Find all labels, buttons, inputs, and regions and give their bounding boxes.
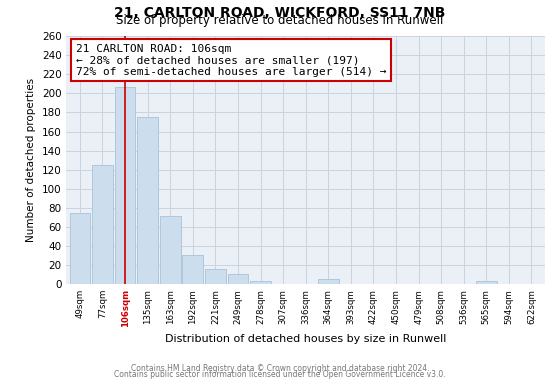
Text: Contains HM Land Registry data © Crown copyright and database right 2024.: Contains HM Land Registry data © Crown c…: [130, 364, 430, 373]
Text: 21, CARLTON ROAD, WICKFORD, SS11 7NB: 21, CARLTON ROAD, WICKFORD, SS11 7NB: [114, 6, 446, 20]
Bar: [160, 217, 181, 284]
Bar: [183, 255, 203, 284]
Bar: [137, 117, 158, 284]
Text: Size of property relative to detached houses in Runwell: Size of property relative to detached ho…: [116, 14, 444, 27]
Bar: [250, 281, 271, 284]
X-axis label: Distribution of detached houses by size in Runwell: Distribution of detached houses by size …: [165, 334, 446, 344]
Bar: [69, 213, 90, 284]
Bar: [205, 269, 226, 284]
Bar: [476, 281, 497, 284]
Bar: [318, 279, 339, 284]
Y-axis label: Number of detached properties: Number of detached properties: [26, 78, 36, 242]
Bar: [92, 165, 113, 284]
Bar: [115, 87, 136, 284]
Text: 21 CARLTON ROAD: 106sqm
← 28% of detached houses are smaller (197)
72% of semi-d: 21 CARLTON ROAD: 106sqm ← 28% of detache…: [76, 44, 386, 77]
Text: Contains public sector information licensed under the Open Government Licence v3: Contains public sector information licen…: [114, 370, 446, 379]
Bar: [227, 274, 248, 284]
